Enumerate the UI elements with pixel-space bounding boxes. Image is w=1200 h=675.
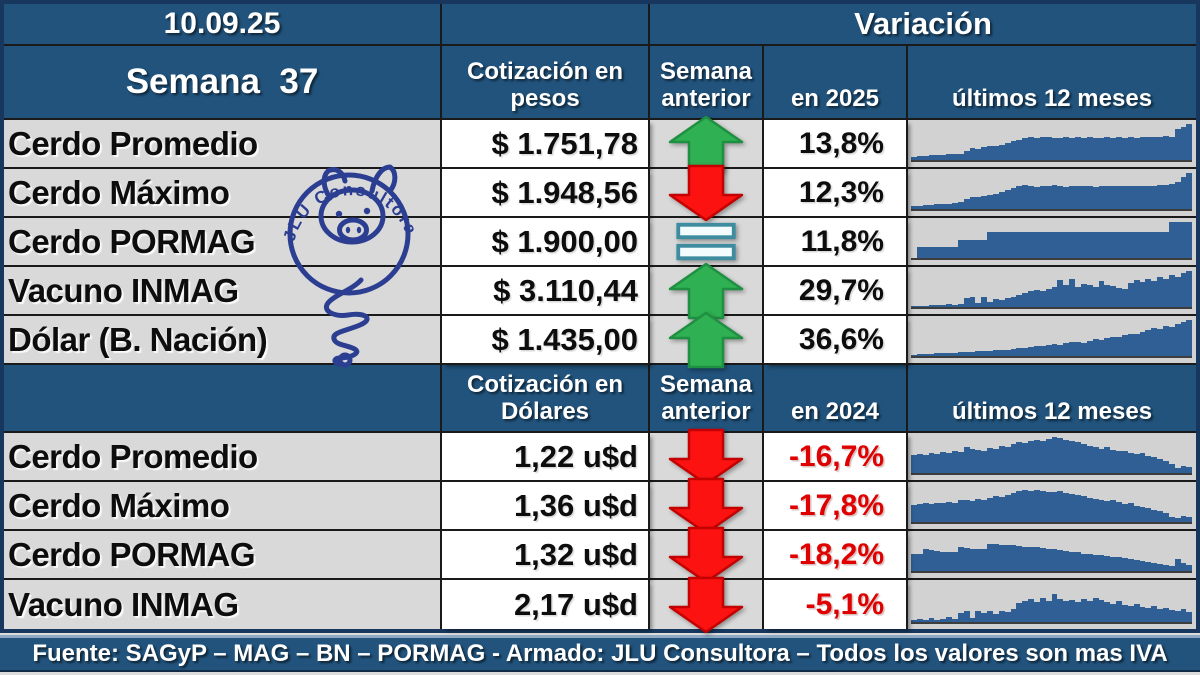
sparkline [908,218,1196,267]
sparkline [908,169,1196,218]
date-header: 10.09.25 [4,4,442,46]
trend-arrow-icon [650,311,764,368]
sparkline [908,433,1196,482]
trend-arrow-icon [650,477,764,534]
usd-quote-line2: Dólares [500,398,590,426]
pesos-quote-header: Cotización en pesos [442,46,650,120]
footer-bar: Fuente: SAGyP – MAG – BN – PORMAG - Arma… [0,635,1200,672]
trend-arrow-icon [650,576,764,633]
pesos-quote-line1: Cotización en [466,58,623,86]
ytd-change: 11,8% [764,218,908,267]
row-label: Dólar (B. Nación) [4,316,442,365]
ytd-change: 36,6% [764,316,908,365]
price-value: $ 1.948,56 [442,169,650,218]
spacer-cell [442,4,650,46]
ytd-change: -18,2% [764,531,908,580]
sparkline [908,482,1196,531]
price-value: 1,32 u$d [442,531,650,580]
trend-arrow-icon [650,526,764,583]
prev-week-line1: Semana [659,58,753,86]
week-text: Semana 37 [125,62,319,101]
sparkline [908,316,1196,365]
ytd-change: 13,8% [764,120,908,169]
price-table: 10.09.25 Variación Semana 37 Cotización … [0,0,1200,633]
row-label: Cerdo PORMAG [4,218,442,267]
sparkline-header-2: últimos 12 meses [908,365,1196,433]
ytd-change: -16,7% [764,433,908,482]
price-value: $ 1.751,78 [442,120,650,169]
sparkline [908,267,1196,316]
ytd-change: -17,8% [764,482,908,531]
sparkline-header: últimos 12 meses [908,46,1196,120]
footer-text: Fuente: SAGyP – MAG – BN – PORMAG - Arma… [32,640,1168,667]
ytd-change: -5,1% [764,580,908,629]
price-value: 1,36 u$d [442,482,650,531]
row-label: Vacuno INMAG [4,580,442,629]
price-value: $ 1.435,00 [442,316,650,365]
equal-sign-icon [650,218,764,267]
sparkline [908,120,1196,169]
trend-arrow-icon [650,428,764,485]
usd-quote-line1: Cotización en [466,371,623,399]
row-label: Vacuno INMAG [4,267,442,316]
price-value: 1,22 u$d [442,433,650,482]
row-label: Cerdo PORMAG [4,531,442,580]
ytd-change: 29,7% [764,267,908,316]
sparkline [908,531,1196,580]
price-value: $ 1.900,00 [442,218,650,267]
row-label: Cerdo Máximo [4,169,442,218]
variation-header: Variación [650,4,1196,46]
trend-arrow-icon [650,262,764,319]
prev-week-header: Semana anterior [650,46,764,120]
pesos-quote-line2: pesos [510,85,580,113]
ytd-2025-header: en 2025 [764,46,908,120]
date-text: 10.09.25 [163,7,281,40]
row-label: Cerdo Máximo [4,482,442,531]
trend-arrow-icon [650,164,764,221]
price-value: $ 3.110,44 [442,267,650,316]
spacer-cell [4,365,442,433]
sparkline [908,580,1196,629]
row-label: Cerdo Promedio [4,433,442,482]
week-header: Semana 37 [4,46,442,120]
ytd-2024-header: en 2024 [764,365,908,433]
prev-week-header-2: Semana anterior [650,365,764,433]
trend-arrow-icon [650,115,764,172]
price-value: 2,17 u$d [442,580,650,629]
ytd-change: 12,3% [764,169,908,218]
usd-quote-header: Cotización en Dólares [442,365,650,433]
row-label: Cerdo Promedio [4,120,442,169]
variation-text: Variación [854,6,992,41]
prev-week-line2: anterior [661,85,751,113]
